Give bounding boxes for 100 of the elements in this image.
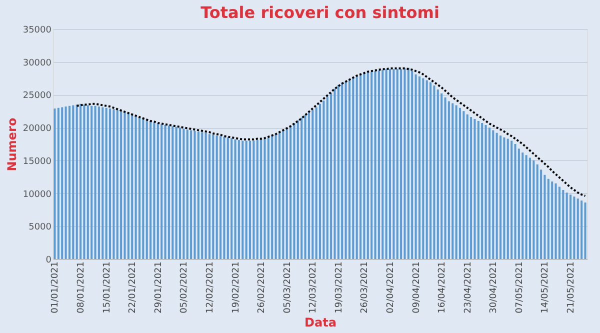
bar bbox=[146, 120, 148, 259]
y-axis-title: Numero bbox=[4, 118, 19, 172]
bar bbox=[496, 132, 498, 259]
bar bbox=[54, 108, 56, 259]
bar bbox=[278, 132, 280, 259]
x-tick-label: 09/04/2021 bbox=[412, 262, 422, 314]
chart-title: Totale ricoveri con sintomi bbox=[200, 3, 440, 22]
bar bbox=[318, 104, 322, 259]
bar bbox=[197, 132, 200, 259]
bar bbox=[488, 128, 490, 259]
bar bbox=[293, 122, 296, 259]
bar bbox=[444, 97, 446, 259]
bar bbox=[138, 117, 140, 259]
bar bbox=[304, 115, 306, 259]
bar bbox=[296, 120, 299, 259]
x-tick-label: 14/05/2021 bbox=[540, 262, 551, 314]
bar bbox=[388, 69, 392, 259]
bar bbox=[536, 164, 538, 259]
x-tick-label: 26/02/2021 bbox=[257, 262, 268, 314]
bar bbox=[108, 108, 112, 259]
bar bbox=[551, 181, 554, 259]
bar bbox=[245, 140, 248, 259]
bar bbox=[348, 80, 350, 259]
bar bbox=[204, 132, 207, 259]
bar bbox=[160, 124, 163, 259]
bar bbox=[418, 76, 420, 259]
bar bbox=[558, 186, 560, 259]
bar bbox=[344, 82, 347, 259]
bar bbox=[226, 137, 229, 259]
bar bbox=[234, 139, 236, 259]
bar bbox=[112, 109, 115, 259]
bar bbox=[94, 106, 96, 259]
bar bbox=[164, 124, 166, 259]
bar bbox=[194, 130, 196, 259]
bar bbox=[458, 108, 462, 259]
bar bbox=[580, 200, 583, 259]
bar bbox=[326, 96, 328, 259]
y-tick-label: 15000 bbox=[22, 156, 52, 167]
bar bbox=[426, 80, 428, 259]
y-tick-label: 25000 bbox=[22, 91, 52, 102]
y-tick-label: 5000 bbox=[28, 222, 52, 233]
y-tick-label: 35000 bbox=[22, 26, 52, 36]
bar bbox=[337, 84, 340, 259]
x-tick-label: 12/02/2021 bbox=[205, 262, 216, 314]
bar bbox=[322, 100, 325, 259]
bar bbox=[440, 93, 443, 259]
bar bbox=[525, 155, 528, 259]
bar bbox=[522, 152, 524, 259]
bar bbox=[120, 110, 122, 259]
bar bbox=[230, 138, 233, 259]
bar bbox=[370, 72, 373, 259]
bar bbox=[83, 104, 86, 259]
bar bbox=[352, 78, 354, 259]
y-tick-label: 30000 bbox=[22, 58, 52, 68]
bar bbox=[411, 71, 414, 259]
y-tick-label: 20000 bbox=[22, 124, 52, 134]
bar bbox=[72, 105, 74, 259]
line-series bbox=[76, 67, 586, 197]
bar bbox=[492, 130, 494, 259]
x-tick-label: 21/05/2021 bbox=[566, 262, 577, 314]
x-tick-label: 07/05/2021 bbox=[514, 262, 525, 314]
bar bbox=[573, 196, 576, 259]
x-tick-label: 05/02/2021 bbox=[180, 262, 190, 314]
bar bbox=[90, 106, 93, 259]
x-tick-label: 15/01/2021 bbox=[102, 262, 112, 314]
y-tick-label: 10000 bbox=[22, 190, 52, 200]
bar bbox=[528, 158, 532, 259]
bar bbox=[455, 105, 458, 259]
bar bbox=[105, 108, 108, 259]
bar bbox=[474, 119, 476, 259]
bar bbox=[238, 140, 240, 259]
x-axis-title: Data bbox=[304, 315, 336, 330]
bar bbox=[436, 89, 439, 259]
x-tick-label: 30/04/2021 bbox=[489, 262, 500, 314]
bar bbox=[102, 107, 104, 259]
bar bbox=[76, 104, 78, 259]
bar bbox=[584, 202, 586, 259]
bar bbox=[290, 126, 292, 259]
y-tick-label: 0 bbox=[46, 256, 52, 266]
bar bbox=[201, 132, 204, 259]
bar bbox=[396, 69, 398, 259]
bar bbox=[500, 135, 502, 259]
bar bbox=[378, 70, 380, 259]
x-tick-label: 08/01/2021 bbox=[76, 262, 87, 314]
bar bbox=[172, 126, 174, 259]
bar bbox=[566, 192, 568, 259]
x-tick-label: 26/03/2021 bbox=[360, 262, 370, 314]
bar bbox=[267, 137, 270, 259]
bar bbox=[382, 70, 384, 259]
bar bbox=[374, 71, 376, 259]
x-tick-label: 05/03/2021 bbox=[282, 262, 293, 314]
bar bbox=[506, 138, 509, 259]
bar bbox=[57, 108, 60, 259]
bar bbox=[264, 138, 266, 259]
bar bbox=[366, 72, 369, 259]
bar bbox=[131, 114, 134, 259]
bar bbox=[430, 82, 432, 259]
bar bbox=[286, 128, 288, 259]
bar bbox=[252, 140, 255, 259]
bar bbox=[308, 112, 310, 259]
